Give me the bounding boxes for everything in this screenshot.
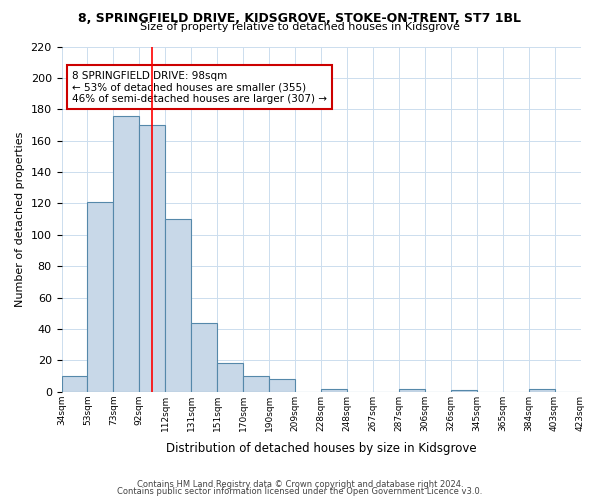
Text: Contains HM Land Registry data © Crown copyright and database right 2024.: Contains HM Land Registry data © Crown c… (137, 480, 463, 489)
X-axis label: Distribution of detached houses by size in Kidsgrove: Distribution of detached houses by size … (166, 442, 476, 455)
Text: 8 SPRINGFIELD DRIVE: 98sqm
← 53% of detached houses are smaller (355)
46% of sem: 8 SPRINGFIELD DRIVE: 98sqm ← 53% of deta… (72, 70, 327, 104)
Bar (399, 388, 425, 392)
Bar (88, 202, 113, 392)
Bar (139, 125, 166, 392)
Bar (529, 388, 554, 392)
Bar (217, 364, 243, 392)
Bar (191, 322, 217, 392)
Bar (62, 376, 88, 392)
Text: 8, SPRINGFIELD DRIVE, KIDSGROVE, STOKE-ON-TRENT, ST7 1BL: 8, SPRINGFIELD DRIVE, KIDSGROVE, STOKE-O… (79, 12, 521, 24)
Text: Size of property relative to detached houses in Kidsgrove: Size of property relative to detached ho… (140, 22, 460, 32)
Bar (269, 379, 295, 392)
Y-axis label: Number of detached properties: Number of detached properties (15, 132, 25, 307)
Bar (113, 116, 139, 392)
Bar (243, 376, 269, 392)
Bar (166, 219, 191, 392)
Text: Contains public sector information licensed under the Open Government Licence v3: Contains public sector information licen… (118, 488, 482, 496)
Bar (321, 388, 347, 392)
Bar (451, 390, 477, 392)
